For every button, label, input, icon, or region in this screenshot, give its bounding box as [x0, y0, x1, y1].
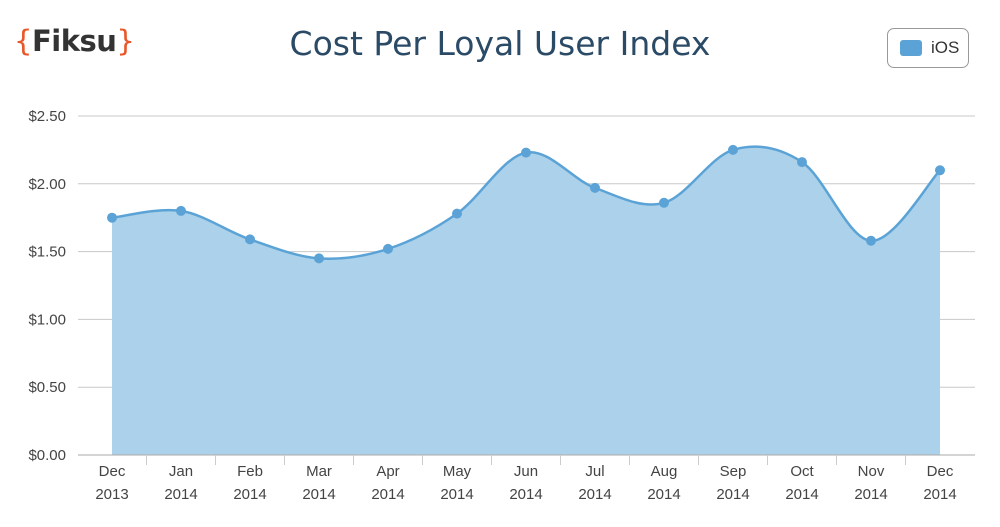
x-tick-label: Mar [306, 463, 332, 480]
data-point [866, 235, 876, 246]
x-tick-label: May [443, 463, 472, 480]
x-tick-year: 2014 [716, 486, 749, 503]
y-tick-label: $1.00 [28, 311, 66, 328]
y-tick-label: $2.50 [28, 108, 66, 125]
data-point [383, 243, 393, 254]
x-tick-year: 2014 [164, 486, 197, 503]
data-point [659, 197, 669, 208]
logo-text: Fiksu [31, 24, 117, 58]
x-tick-label: Aug [651, 463, 678, 480]
logo-brace-open: { [14, 24, 32, 58]
chart-title: Cost Per Loyal User Index [289, 24, 711, 63]
data-point [521, 147, 531, 158]
y-tick-label: $0.00 [28, 447, 66, 464]
y-tick-label: $0.50 [28, 379, 66, 396]
x-tick-label: Nov [858, 463, 885, 480]
x-tick-year: 2014 [578, 486, 611, 503]
area-fill [112, 146, 940, 455]
logo-brace-close: } [116, 24, 135, 58]
x-tick-label: Dec [99, 463, 126, 480]
x-tick-label: Feb [237, 463, 263, 480]
data-point [176, 205, 186, 216]
x-tick-year: 2014 [371, 486, 404, 503]
y-tick-label: $2.00 [28, 176, 66, 193]
x-tick-year: 2014 [785, 486, 818, 503]
x-tick-label: Apr [376, 463, 399, 480]
legend-item-ios[interactable]: iOS [887, 28, 969, 68]
data-point [728, 144, 738, 155]
data-point [107, 212, 117, 223]
data-point [314, 253, 324, 264]
x-tick-year: 2014 [440, 486, 473, 503]
x-tick-year: 2014 [647, 486, 680, 503]
x-tick-label: Sep [720, 463, 747, 480]
x-tick-year: 2014 [923, 486, 956, 503]
x-tick-year: 2014 [509, 486, 542, 503]
data-point [590, 182, 600, 193]
y-tick-label: $1.50 [28, 244, 66, 261]
x-tick-label: Dec [927, 463, 954, 480]
fiksu-logo: {Fiksu} [14, 24, 135, 58]
legend-swatch [900, 40, 922, 56]
x-tick-year: 2013 [95, 486, 128, 503]
x-tick-label: Jul [585, 463, 604, 480]
legend-label: iOS [931, 38, 960, 57]
x-tick-year: 2014 [854, 486, 887, 503]
x-tick-label: Jan [169, 463, 193, 480]
data-point [245, 234, 255, 245]
x-tick-label: Jun [514, 463, 538, 480]
x-tick-label: Oct [790, 463, 814, 480]
x-tick-year: 2014 [302, 486, 335, 503]
data-point [935, 165, 945, 176]
x-tick-year: 2014 [233, 486, 266, 503]
data-point [797, 157, 807, 168]
data-point [452, 208, 462, 219]
